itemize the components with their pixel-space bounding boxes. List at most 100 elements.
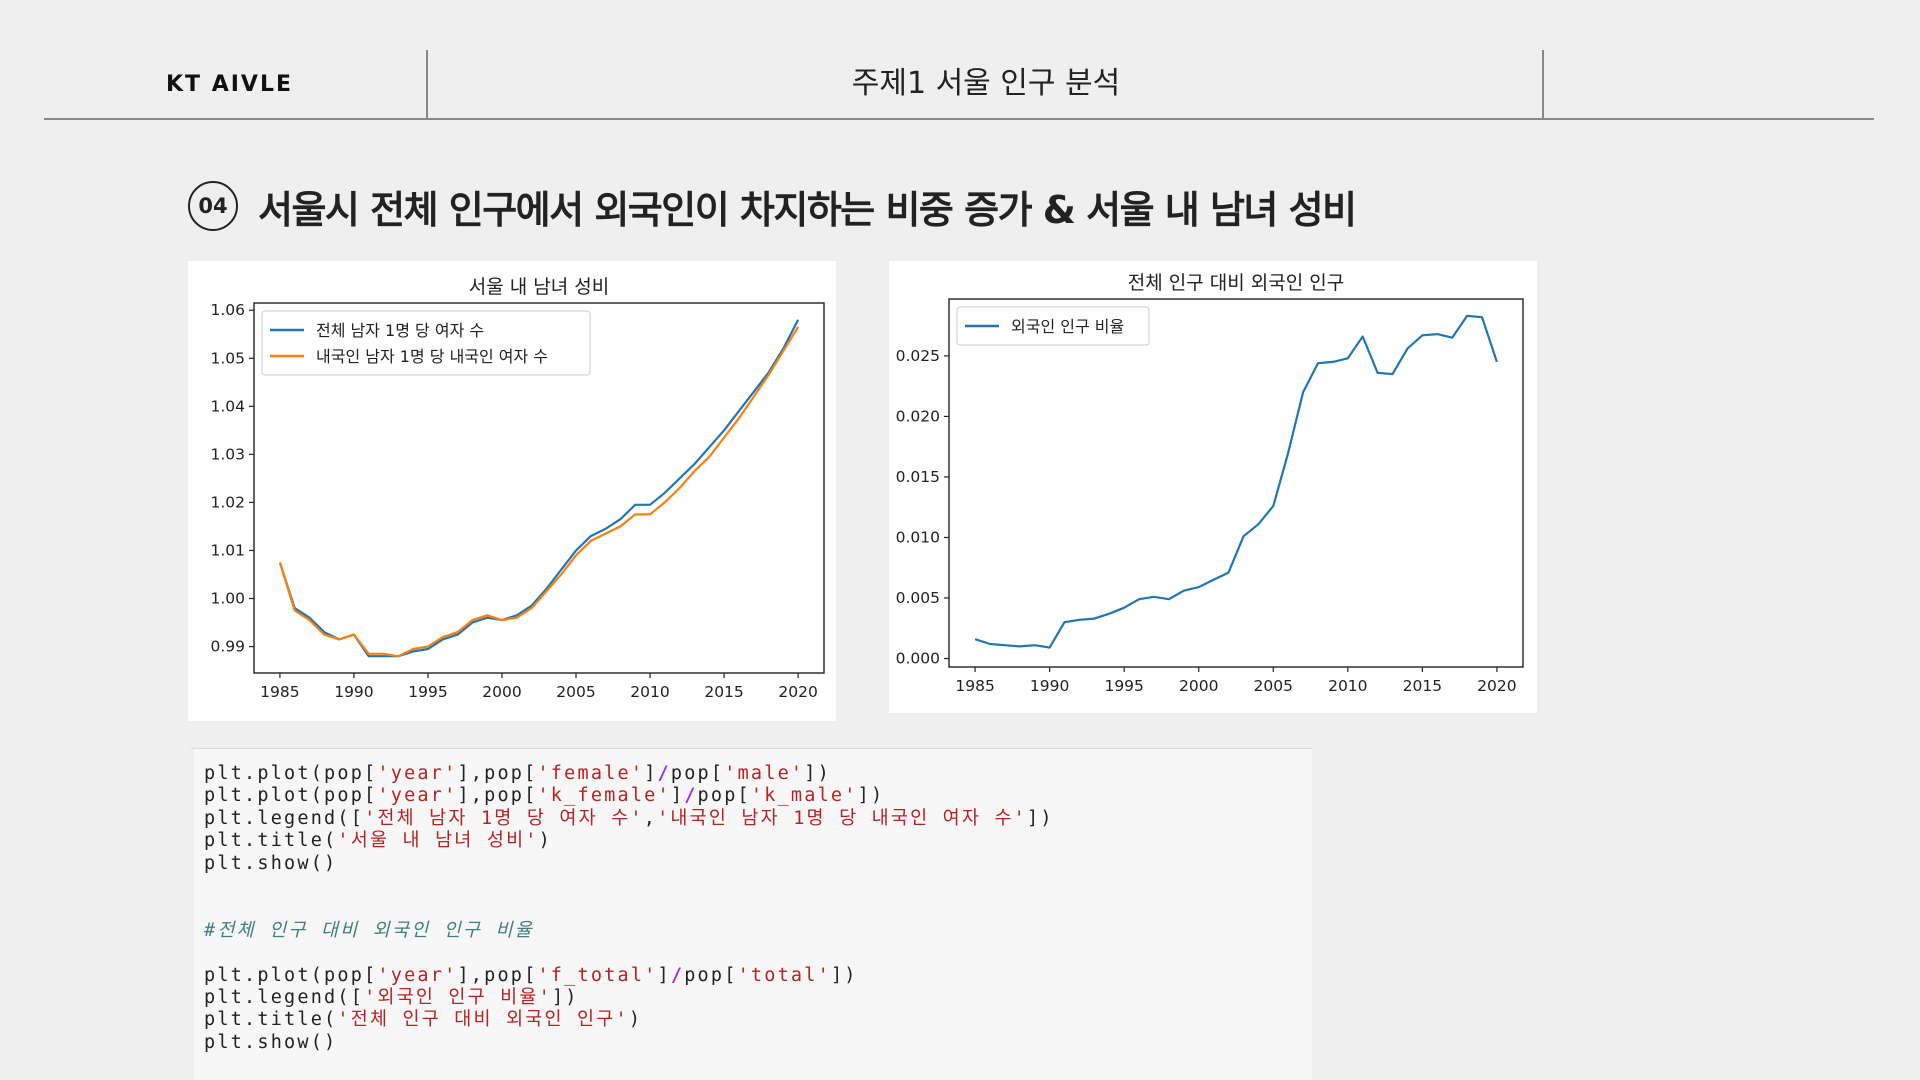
y-tick-label: 0.010 bbox=[896, 528, 940, 546]
code-line bbox=[204, 942, 1312, 964]
code-token: ] bbox=[658, 965, 671, 986]
x-tick-label: 2015 bbox=[1403, 677, 1442, 695]
code-line bbox=[204, 897, 1312, 919]
code-string-token: 'male' bbox=[724, 763, 804, 784]
x-tick-label: 2020 bbox=[1477, 677, 1516, 695]
code-line: plt.title('서울 내 남녀 성비') bbox=[204, 830, 1312, 852]
code-token: ] bbox=[671, 785, 684, 806]
code-token: plt.show() bbox=[204, 853, 337, 874]
x-tick-label: 1990 bbox=[334, 683, 373, 701]
y-tick-label: 1.04 bbox=[210, 397, 245, 415]
section-number-badge: 04 bbox=[188, 181, 238, 231]
x-tick-label: 2020 bbox=[778, 683, 817, 701]
code-operator-token: / bbox=[684, 785, 697, 806]
code-line: plt.show() bbox=[204, 1032, 1312, 1054]
code-line: plt.plot(pop['year'],pop['female']/pop['… bbox=[204, 763, 1312, 785]
code-string-token: 'k_male' bbox=[751, 785, 858, 806]
code-string-token: '서울 내 남녀 성비' bbox=[337, 830, 538, 851]
y-tick-label: 1.05 bbox=[210, 349, 245, 367]
code-string-token: 'female' bbox=[537, 763, 644, 784]
code-token: ],pop[ bbox=[457, 785, 537, 806]
code-line: plt.title('전체 인구 대비 외국인 인구') bbox=[204, 1009, 1312, 1031]
code-line: plt.show() bbox=[204, 853, 1312, 875]
code-string-token: 'year' bbox=[377, 965, 457, 986]
topic-title: 주제1 서울 인구 분석 bbox=[430, 58, 1542, 102]
y-tick-label: 0.020 bbox=[896, 407, 940, 425]
x-tick-label: 2005 bbox=[556, 683, 595, 701]
y-tick-label: 0.99 bbox=[210, 638, 245, 656]
code-token: ]) bbox=[552, 987, 579, 1008]
chart-panel-sex-ratio: 서울 내 남녀 성비 1985 1990 1995 2000 2005 2010 2015 20… bbox=[188, 261, 836, 721]
code-token: ] bbox=[644, 763, 657, 784]
x-tick-label: 2015 bbox=[704, 683, 743, 701]
y-tick-label: 0.000 bbox=[896, 650, 940, 668]
code-token: ) bbox=[629, 1009, 642, 1030]
y-tick-label: 0.025 bbox=[896, 347, 940, 365]
code-string-token: '외국인 인구 비율' bbox=[364, 987, 552, 1008]
code-token: plt.plot(pop[ bbox=[204, 763, 377, 784]
code-string-token: 'k_female' bbox=[537, 785, 670, 806]
code-string-token: '내국인 남자 1명 당 내국인 여자 수' bbox=[657, 808, 1027, 829]
header-divider-right bbox=[1542, 50, 1544, 120]
section-title: 서울시 전체 인구에서 외국인이 차지하는 비중 증가 & 서울 내 남녀 성비 bbox=[258, 179, 1356, 234]
brand-label: KT AIVLE bbox=[166, 72, 293, 97]
header-divider-left bbox=[426, 50, 428, 120]
code-line: #전체 인구 대비 외국인 인구 비율 bbox=[204, 920, 1312, 942]
y-tick-label: 0.005 bbox=[896, 589, 940, 607]
x-tick-label: 1995 bbox=[1104, 677, 1143, 695]
chart-panel-foreign-ratio: 전체 인구 대비 외국인 인구 1985 1990 1995 2000 2005 2010 2… bbox=[889, 261, 1537, 713]
code-token: plt.show() bbox=[204, 1032, 337, 1053]
code-line: plt.plot(pop['year'],pop['f_total']/pop[… bbox=[204, 965, 1312, 987]
code-token: ],pop[ bbox=[457, 965, 537, 986]
code-line: plt.legend(['외국인 인구 비율']) bbox=[204, 987, 1312, 1009]
y-tick-label: 1.01 bbox=[210, 541, 245, 559]
code-token: ],pop[ bbox=[457, 763, 537, 784]
y-tick-label: 0.015 bbox=[896, 468, 940, 486]
code-token: pop[ bbox=[698, 785, 751, 806]
code-string-token: '전체 남자 1명 당 여자 수' bbox=[364, 808, 644, 829]
code-token: ]) bbox=[858, 785, 885, 806]
code-string-token: '전체 인구 대비 외국인 인구' bbox=[337, 1009, 628, 1030]
code-cell[interactable]: plt.plot(pop['year'],pop['female']/pop['… bbox=[188, 748, 1312, 1080]
code-token: pop[ bbox=[684, 965, 737, 986]
chart-title: 전체 인구 대비 외국인 인구 bbox=[1128, 272, 1344, 294]
x-tick-label: 1985 bbox=[955, 677, 994, 695]
code-operator-token: / bbox=[671, 965, 684, 986]
foreign-ratio-chart: 전체 인구 대비 외국인 인구 1985 1990 1995 2000 2005 2010 2… bbox=[889, 261, 1537, 713]
code-token: pop[ bbox=[671, 763, 724, 784]
code-token: ) bbox=[539, 830, 552, 851]
x-tick-label: 2010 bbox=[630, 683, 669, 701]
y-tick-label: 1.02 bbox=[210, 493, 245, 511]
code-token: plt.legend([ bbox=[204, 808, 364, 829]
code-string-token: 'f_total' bbox=[537, 965, 657, 986]
header-rule bbox=[44, 118, 1874, 120]
code-string-token: 'year' bbox=[377, 785, 457, 806]
x-tick-label: 2000 bbox=[482, 683, 521, 701]
code-token: plt.title( bbox=[204, 1009, 337, 1030]
code-line: plt.legend(['전체 남자 1명 당 여자 수','내국인 남자 1명… bbox=[204, 808, 1312, 830]
code-operator-token: / bbox=[658, 763, 671, 784]
x-tick-label: 1995 bbox=[408, 683, 447, 701]
chart-title: 서울 내 남녀 성비 bbox=[469, 276, 609, 298]
plot-frame bbox=[949, 299, 1523, 667]
legend-label-2: 내국인 남자 1명 당 내국인 여자 수 bbox=[316, 347, 548, 366]
legend-label-1: 전체 남자 1명 당 여자 수 bbox=[316, 321, 484, 340]
x-tick-label: 1990 bbox=[1030, 677, 1069, 695]
code-string-token: 'total' bbox=[738, 965, 831, 986]
y-tick-label: 1.00 bbox=[210, 590, 245, 608]
y-tick-label: 1.03 bbox=[210, 445, 245, 463]
code-token: plt.title( bbox=[204, 830, 337, 851]
x-tick-label: 2010 bbox=[1328, 677, 1367, 695]
code-line bbox=[204, 875, 1312, 897]
x-tick-label: 2005 bbox=[1254, 677, 1293, 695]
legend-label-1: 외국인 인구 비율 bbox=[1011, 317, 1124, 336]
code-token: plt.plot(pop[ bbox=[204, 965, 377, 986]
code-token: , bbox=[644, 808, 657, 829]
y-tick-label: 1.06 bbox=[210, 301, 245, 319]
code-token: ]) bbox=[831, 965, 858, 986]
sex-ratio-chart: 서울 내 남녀 성비 1985 1990 1995 2000 2005 2010 2015 20… bbox=[188, 261, 836, 721]
code-token: plt.plot(pop[ bbox=[204, 785, 377, 806]
code-token: ]) bbox=[804, 763, 831, 784]
code-string-token: 'year' bbox=[377, 763, 457, 784]
code-comment-token: #전체 인구 대비 외국인 인구 비율 bbox=[204, 920, 534, 941]
